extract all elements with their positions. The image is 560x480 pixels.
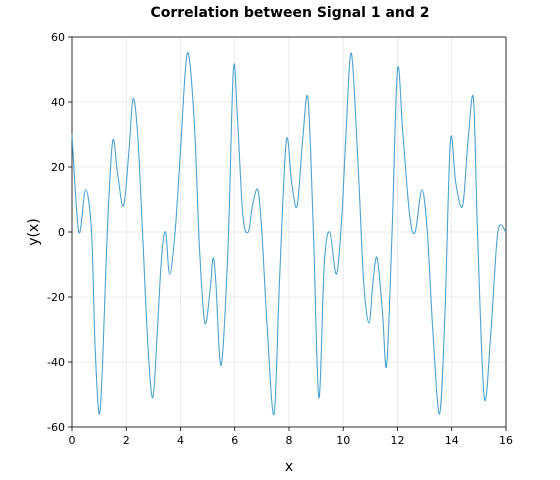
y-tick-label: 20 xyxy=(51,161,65,174)
series-line xyxy=(71,52,507,416)
y-tick-label: 40 xyxy=(51,96,65,109)
chart-title: Correlation between Signal 1 and 2 xyxy=(150,5,429,21)
x-tick-label: 8 xyxy=(286,434,293,447)
x-tick-label: 2 xyxy=(123,434,130,447)
x-axis-label: x xyxy=(285,459,293,475)
y-axis-label: y(x) xyxy=(26,218,42,246)
axis-ticks: 0 2 4 6 8 10 12 14 16 -60 -40 -20 0 20 40 60 xyxy=(47,31,513,447)
grid-lines xyxy=(71,36,507,428)
y-tick-label: -40 xyxy=(47,356,65,369)
y-tick-label: -20 xyxy=(47,291,65,304)
x-tick-label: 6 xyxy=(231,434,238,447)
y-tick-label: 0 xyxy=(58,226,65,239)
x-tick-label: 14 xyxy=(445,434,459,447)
x-tick-label: 10 xyxy=(336,434,350,447)
y-tick-label: 60 xyxy=(51,31,65,44)
x-tick-label: 4 xyxy=(177,434,184,447)
x-tick-label: 16 xyxy=(499,434,513,447)
x-tick-label: 0 xyxy=(69,434,76,447)
x-tick-label: 12 xyxy=(391,434,405,447)
y-tick-label: -60 xyxy=(47,421,65,434)
